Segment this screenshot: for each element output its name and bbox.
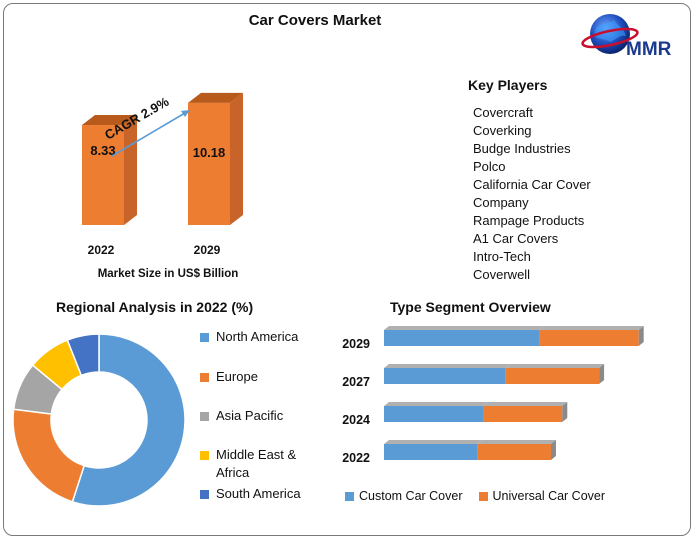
type-legend-item: Universal Car Cover xyxy=(478,489,606,503)
legend-swatch xyxy=(478,491,488,501)
key-players-title: Key Players xyxy=(468,77,548,93)
key-players-list: Covercraft Coverking Budge Industries Polco… xyxy=(473,104,623,284)
type-segment-title: Type Segment Overview xyxy=(390,299,551,315)
market-size-xlabel: Market Size in US$ Billion xyxy=(98,268,239,280)
segment-bar-top xyxy=(483,402,568,406)
logo-text: MMR xyxy=(626,39,672,60)
segment-bar-top xyxy=(384,402,489,406)
segment-bar-top xyxy=(477,440,556,444)
segment-bar-top xyxy=(384,326,545,330)
segment-bar xyxy=(505,368,600,384)
segment-bar xyxy=(539,330,639,346)
legend-swatch xyxy=(200,490,209,499)
regional-donut-chart xyxy=(12,333,186,507)
key-player-item: Coverking xyxy=(473,123,532,138)
segment-bar-side xyxy=(562,402,568,422)
key-player-item: California Car Cover Company xyxy=(473,177,591,210)
regional-title: Regional Analysis in 2022 (%) xyxy=(56,299,254,315)
regional-legend-item: Middle East & Africa xyxy=(200,446,326,482)
page-title: Car Covers Market xyxy=(248,12,382,29)
legend-swatch xyxy=(345,491,354,501)
market-bar-value-label: 8.33 xyxy=(90,143,115,158)
legend-label: South America xyxy=(216,486,301,501)
mmr-logo: MMR xyxy=(580,8,688,68)
legend-label: Europe xyxy=(216,369,258,384)
segment-bar xyxy=(384,330,540,346)
regional-legend-item: South America xyxy=(200,485,326,503)
segment-bar-side xyxy=(550,440,556,460)
legend-label: North America xyxy=(216,329,299,344)
segment-bar xyxy=(384,406,484,422)
donut-slice-europe xyxy=(12,408,86,503)
regional-legend-item: North America xyxy=(200,328,326,346)
market-bar-value-label: 10.18 xyxy=(193,145,226,160)
segment-category-label: 2027 xyxy=(342,375,370,389)
segment-category-label: 2029 xyxy=(342,337,370,351)
legend-label: Custom Car Cover xyxy=(359,489,463,503)
key-player-item: Budge Industries xyxy=(473,141,571,156)
market-bar-side xyxy=(230,92,243,225)
legend-swatch xyxy=(200,412,209,421)
cagr-arrow-line xyxy=(111,112,186,157)
legend-label: Universal Car Cover xyxy=(492,489,606,503)
key-player-item: Intro-Tech xyxy=(473,249,531,264)
segment-category-label: 2022 xyxy=(342,451,370,465)
donut-slice-north-america xyxy=(71,333,186,507)
legend-label: Asia Pacific xyxy=(216,408,284,423)
segment-bar xyxy=(477,444,551,460)
key-player-item: A1 Car Covers xyxy=(473,231,559,246)
key-player-item: Rampage Products xyxy=(473,213,585,228)
key-player-item: Polco xyxy=(473,159,506,174)
market-bar-top xyxy=(82,115,137,126)
market-bar-top xyxy=(188,92,243,103)
market-bar-category-label: 2029 xyxy=(194,243,221,257)
segment-bar-top xyxy=(384,440,483,444)
legend-label: Middle East & Africa xyxy=(216,447,297,480)
market-bar-category-label: 2022 xyxy=(88,243,115,257)
legend-swatch xyxy=(200,373,209,382)
type-segment-chart: 2029 2027 2024 2022 xyxy=(342,326,644,465)
segment-bar-top xyxy=(384,364,511,368)
segment-bar xyxy=(384,368,506,384)
regional-legend-item: Asia Pacific xyxy=(200,407,326,425)
regional-legend-item: Europe xyxy=(200,368,326,386)
segment-bar-top xyxy=(539,326,644,330)
donut-slice-south-america xyxy=(66,333,100,377)
key-player-item: Covercraft xyxy=(473,105,533,120)
segment-bar xyxy=(384,444,478,460)
segment-bar xyxy=(483,406,563,422)
market-bar-front xyxy=(82,125,124,225)
market-bar-front xyxy=(188,102,230,225)
type-segment-legend: Custom Car Cover Universal Car Cover xyxy=(345,489,605,503)
legend-swatch xyxy=(200,451,209,460)
key-player-item: Coverwell xyxy=(473,267,531,282)
segment-category-label: 2024 xyxy=(342,413,370,427)
legend-swatch xyxy=(200,333,209,342)
outer-frame xyxy=(3,3,691,536)
type-legend-item: Custom Car Cover xyxy=(345,489,463,503)
segment-bar-top xyxy=(505,364,605,368)
cagr-arrow-head xyxy=(181,110,190,117)
segment-bar-side xyxy=(599,364,605,384)
segment-bar-side xyxy=(638,326,644,346)
